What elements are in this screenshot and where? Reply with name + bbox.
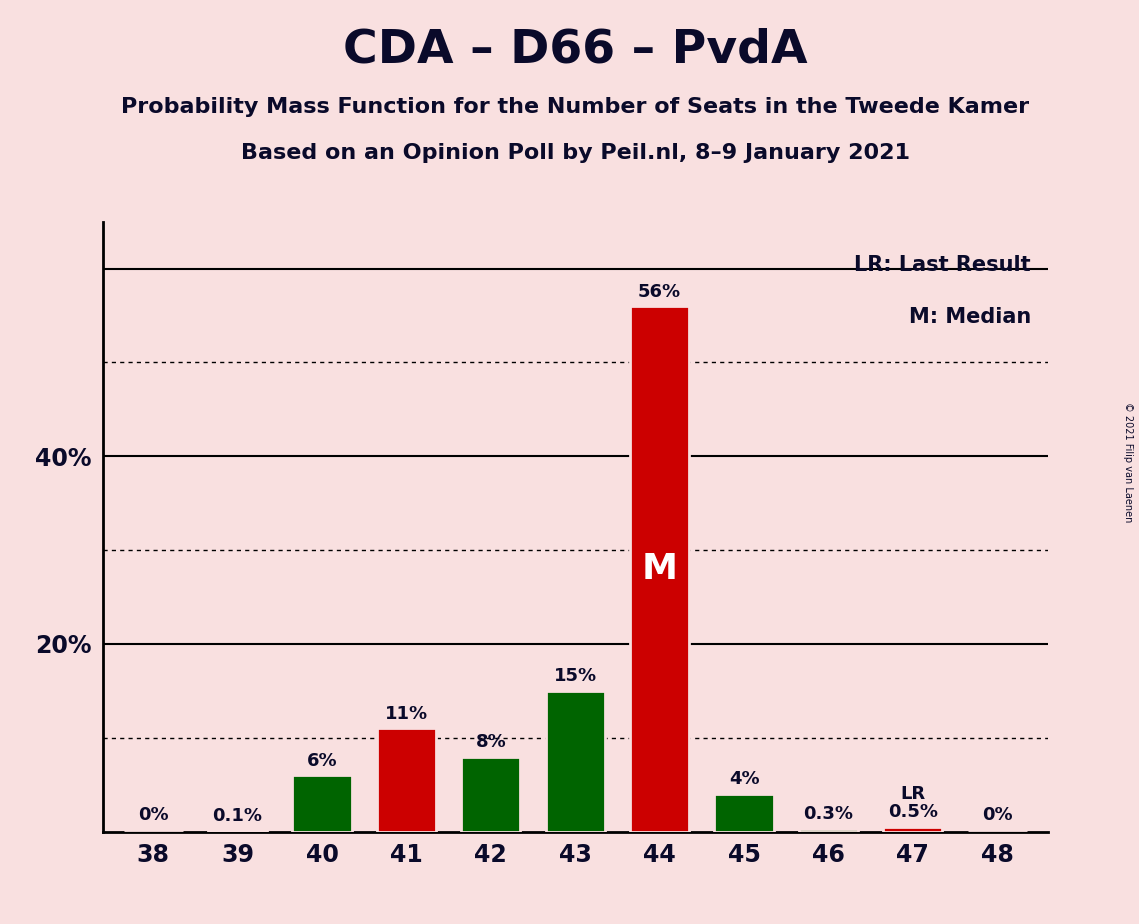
Bar bbox=[208, 831, 268, 832]
Text: Probability Mass Function for the Number of Seats in the Tweede Kamer: Probability Mass Function for the Number… bbox=[121, 97, 1030, 117]
Text: M: Median: M: Median bbox=[909, 307, 1031, 327]
Text: 0.5%: 0.5% bbox=[887, 803, 937, 821]
Text: 15%: 15% bbox=[554, 667, 597, 686]
Text: M: M bbox=[641, 552, 678, 586]
Bar bbox=[293, 775, 352, 832]
Text: 56%: 56% bbox=[638, 283, 681, 300]
Bar bbox=[883, 827, 942, 832]
Bar bbox=[461, 757, 521, 832]
Text: 0.3%: 0.3% bbox=[803, 805, 853, 823]
Text: LR: Last Result: LR: Last Result bbox=[854, 255, 1031, 275]
Text: 11%: 11% bbox=[385, 705, 428, 723]
Bar bbox=[798, 829, 858, 832]
Text: CDA – D66 – PvdA: CDA – D66 – PvdA bbox=[343, 28, 808, 73]
Text: Based on an Opinion Poll by Peil.nl, 8–9 January 2021: Based on an Opinion Poll by Peil.nl, 8–9… bbox=[240, 143, 910, 164]
Text: 8%: 8% bbox=[475, 733, 506, 751]
Text: © 2021 Filip van Laenen: © 2021 Filip van Laenen bbox=[1123, 402, 1133, 522]
Text: 0%: 0% bbox=[138, 806, 169, 824]
Bar bbox=[377, 728, 436, 832]
Bar bbox=[714, 794, 773, 832]
Text: 0.1%: 0.1% bbox=[213, 807, 263, 825]
Text: 4%: 4% bbox=[729, 771, 760, 788]
Text: 0%: 0% bbox=[982, 806, 1013, 824]
Text: 6%: 6% bbox=[306, 752, 337, 770]
Bar bbox=[546, 691, 605, 832]
Text: LR: LR bbox=[900, 785, 925, 804]
Bar bbox=[630, 306, 689, 832]
